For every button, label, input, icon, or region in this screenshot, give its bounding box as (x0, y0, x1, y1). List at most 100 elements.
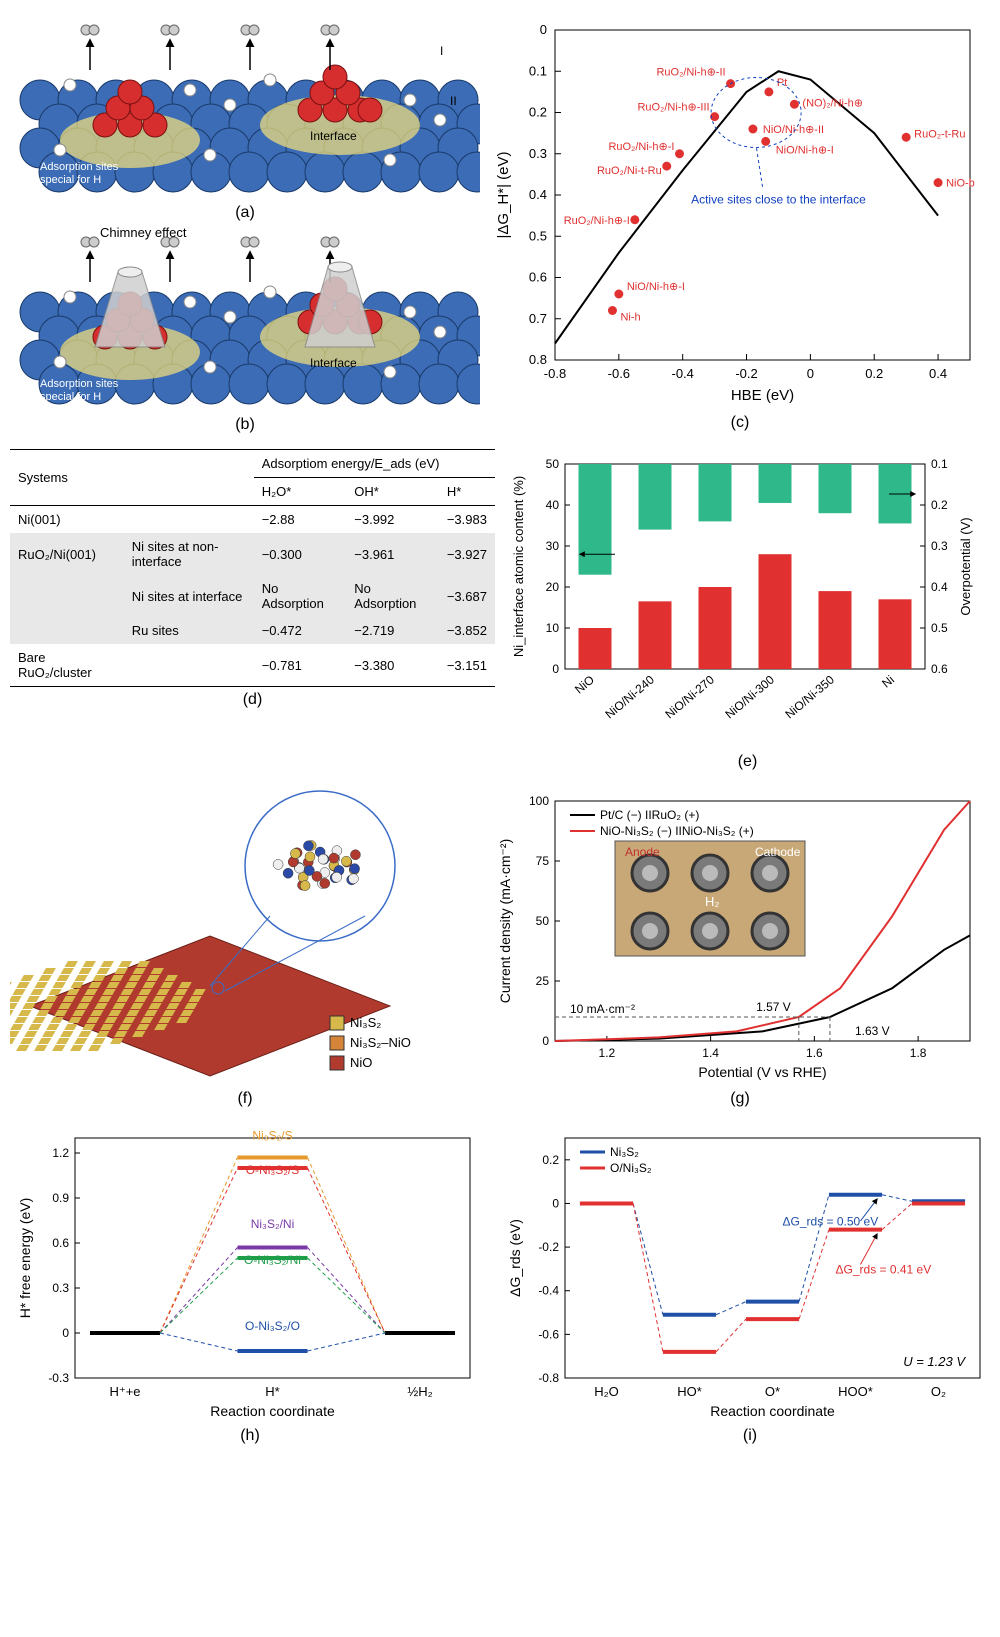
panel-c: -0.8-0.6-0.4-0.200.20.400.10.20.30.40.50… (490, 10, 990, 434)
svg-text:-0.8: -0.8 (544, 366, 566, 381)
label-e: (e) (505, 753, 990, 771)
svg-text:O-Ni₃S₂/S: O-Ni₃S₂/S (246, 1163, 300, 1177)
svg-text:H₂O: H₂O (594, 1384, 619, 1399)
panel-f: NiOH₂ONi₃S₂NiO-Ni₃S₂Ni₃S₂Ni₃S₂–NiONiO (f… (10, 786, 480, 1108)
svg-text:Pt/C (−) IIRuO₂ (+): Pt/C (−) IIRuO₂ (+) (600, 808, 699, 822)
svg-text:NiO/Ni-350: NiO/Ni-350 (782, 672, 837, 721)
svg-text:NiO: NiO (270, 817, 289, 829)
svg-text:ΔG_rds (eV): ΔG_rds (eV) (507, 1219, 523, 1297)
svg-text:NiO-Ni₃S₂: NiO-Ni₃S₂ (275, 892, 324, 904)
panel-e: 010203040500.10.20.30.40.50.6NiONiO/Ni-2… (505, 449, 990, 771)
svg-text:NiO/Ni-h⊕-I: NiO/Ni-h⊕-I (776, 144, 834, 156)
svg-text:H* free energy (eV): H* free energy (eV) (17, 1198, 33, 1319)
svg-text:30: 30 (546, 539, 560, 553)
panel-i: -0.8-0.6-0.4-0.200.2H₂OHO*O*HOO*O₂Reacti… (500, 1123, 1000, 1445)
svg-text:0.3: 0.3 (529, 146, 547, 161)
label-i: (i) (500, 1427, 1000, 1445)
svg-text:|ΔG_H*| (eV): |ΔG_H*| (eV) (495, 151, 512, 238)
svg-text:Ni₃S₂: Ni₃S₂ (360, 852, 386, 864)
svg-text:100: 100 (529, 794, 549, 808)
svg-text:0: 0 (552, 1196, 559, 1210)
svg-text:0.2: 0.2 (931, 498, 948, 512)
chart-g: 1.21.41.61.80255075100Potential (V vs RH… (490, 786, 990, 1086)
schematic-f: NiOH₂ONi₃S₂NiO-Ni₃S₂Ni₃S₂Ni₃S₂–NiONiO (10, 786, 480, 1086)
svg-text:0: 0 (807, 366, 814, 381)
svg-text:II: II (450, 94, 457, 108)
svg-text:0: 0 (540, 22, 547, 37)
svg-text:Interface: Interface (310, 356, 357, 370)
svg-text:1.4: 1.4 (702, 1046, 719, 1060)
svg-text:Ni: Ni (879, 673, 897, 691)
table-d: SystemsAdsorptiom energy/E_ads (eV)H₂O*O… (10, 449, 495, 687)
svg-text:NiO: NiO (350, 1055, 372, 1070)
svg-text:H*: H* (265, 1384, 279, 1399)
svg-text:Pt: Pt (777, 77, 787, 89)
svg-text:Chimney effect: Chimney effect (100, 225, 187, 240)
label-d: (d) (10, 691, 495, 709)
svg-text:O-Ni₃S₂/O: O-Ni₃S₂/O (245, 1319, 300, 1333)
svg-text:special for H: special for H (40, 391, 101, 403)
svg-text:Interface: Interface (310, 129, 357, 143)
svg-text:RuO₂/Ni-h⊕-I: RuO₂/Ni-h⊕-I (608, 141, 674, 153)
svg-text:0: 0 (552, 662, 559, 676)
svg-text:-0.8: -0.8 (538, 1371, 559, 1385)
svg-text:½H₂: ½H₂ (407, 1384, 432, 1399)
svg-text:NiO/Ni-300: NiO/Ni-300 (722, 672, 777, 721)
svg-text:0.6: 0.6 (52, 1236, 69, 1250)
chart-c: -0.8-0.6-0.4-0.200.20.400.10.20.30.40.50… (490, 10, 990, 410)
svg-text:0.4: 0.4 (929, 366, 947, 381)
svg-text:0.4: 0.4 (931, 580, 948, 594)
svg-text:1.57 V: 1.57 V (756, 1000, 791, 1014)
svg-text:Ni₃S₂/S: Ni₃S₂/S (252, 1129, 292, 1143)
svg-text:0.6: 0.6 (529, 270, 547, 285)
svg-text:Adsorption sites: Adsorption sites (40, 161, 119, 173)
svg-text:HBE (eV): HBE (eV) (731, 387, 794, 404)
label-a: (a) (10, 204, 480, 222)
svg-text:O₂: O₂ (931, 1384, 946, 1399)
svg-text:10: 10 (546, 621, 560, 635)
svg-text:0.2: 0.2 (865, 366, 883, 381)
svg-text:1.2: 1.2 (599, 1046, 616, 1060)
svg-text:50: 50 (546, 457, 560, 471)
chart-i: -0.8-0.6-0.4-0.200.2H₂OHO*O*HOO*O₂Reacti… (500, 1123, 1000, 1423)
svg-text:50: 50 (536, 914, 550, 928)
svg-text:20: 20 (546, 580, 560, 594)
svg-text:O*: O* (765, 1384, 780, 1399)
panel-a-b: Adsorption sitesspecial for HInterfaceII… (10, 10, 480, 434)
svg-text:NiO: NiO (572, 673, 597, 697)
svg-text:1.8: 1.8 (910, 1046, 927, 1060)
svg-text:0.5: 0.5 (529, 228, 547, 243)
panel-g: 1.21.41.61.80255075100Potential (V vs RH… (490, 786, 990, 1108)
svg-text:0.5: 0.5 (931, 621, 948, 635)
svg-text:Adsorption sites: Adsorption sites (40, 378, 119, 390)
svg-text:0.3: 0.3 (52, 1281, 69, 1295)
svg-text:NiO/Ni-270: NiO/Ni-270 (662, 672, 717, 721)
svg-text:40: 40 (546, 498, 560, 512)
svg-text:I: I (440, 44, 443, 58)
svg-text:0.4: 0.4 (529, 187, 547, 202)
svg-text:Ni-h: Ni-h (620, 312, 640, 324)
panel-d: SystemsAdsorptiom energy/E_ads (eV)H₂O*O… (10, 449, 495, 771)
svg-text:H₂O: H₂O (330, 822, 351, 834)
svg-text:-0.4: -0.4 (538, 1284, 559, 1298)
svg-text:Reaction coordinate: Reaction coordinate (710, 1403, 835, 1419)
svg-text:RuO₂/Ni-h⊕-III: RuO₂/Ni-h⊕-III (637, 102, 709, 114)
svg-text:NiO/Ni-h⊕-I: NiO/Ni-h⊕-I (627, 281, 685, 293)
svg-text:0: 0 (62, 1326, 69, 1340)
svg-text:H⁺+e: H⁺+e (109, 1384, 140, 1399)
mol-schematic-a: Adsorption sitesspecial for HInterfaceII… (10, 10, 480, 200)
svg-text:-0.6: -0.6 (608, 366, 630, 381)
svg-text:H₂: H₂ (705, 894, 719, 909)
svg-text:RuO₂/Ni-h⊕-I: RuO₂/Ni-h⊕-I (564, 215, 630, 227)
svg-text:ΔG_rds = 0.41 eV: ΔG_rds = 0.41 eV (836, 1262, 932, 1276)
svg-text:Ni₃S₂/Ni: Ni₃S₂/Ni (251, 1217, 295, 1231)
svg-text:0.8: 0.8 (529, 352, 547, 367)
label-c: (c) (490, 414, 990, 432)
svg-text:Overpotential (V): Overpotential (V) (958, 517, 973, 615)
svg-text:(NO)₂/Ni-h⊕: (NO)₂/Ni-h⊕ (802, 97, 863, 109)
svg-text:1.63 V: 1.63 V (855, 1024, 890, 1038)
label-g: (g) (490, 1090, 990, 1108)
svg-text:0.9: 0.9 (52, 1191, 69, 1205)
svg-text:-0.2: -0.2 (538, 1240, 559, 1254)
panel-h: -0.300.30.60.91.2H⁺+eH*½H₂Reaction coord… (10, 1123, 490, 1445)
